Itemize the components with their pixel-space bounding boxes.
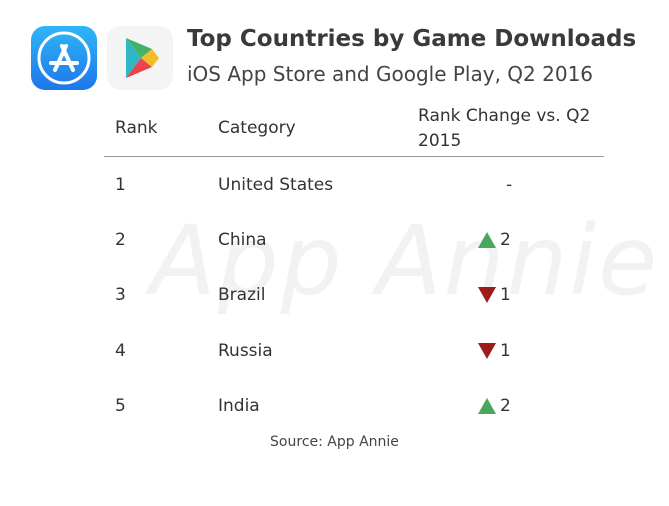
row-rank: 3: [115, 285, 126, 305]
app-store-icon: [31, 26, 97, 90]
column-header-category: Category: [218, 118, 296, 138]
row-rank: 4: [115, 341, 126, 361]
row-rank-change: -: [478, 174, 528, 196]
row-category: United States: [218, 175, 334, 195]
chart-subtitle: iOS App Store and Google Play, Q2 2016: [187, 62, 594, 86]
row-rank-change: 2: [478, 229, 528, 251]
chart-title: Top Countries by Game Downloads: [187, 26, 637, 52]
row-rank: 2: [115, 230, 126, 250]
no-change-dash: -: [506, 175, 513, 195]
row-rank-change: 1: [478, 284, 528, 306]
rank-change-value: 2: [500, 230, 511, 250]
source-note: Source: App Annie: [270, 434, 399, 450]
triangle-down-icon: [478, 287, 496, 303]
triangle-up-icon: [478, 398, 496, 414]
row-category: China: [218, 230, 267, 250]
triangle-up-icon: [478, 232, 496, 248]
row-rank-change: 1: [478, 340, 528, 362]
row-category: Russia: [218, 341, 273, 361]
row-rank: 5: [115, 396, 126, 416]
row-category: Brazil: [218, 285, 266, 305]
app-annie-watermark: App Annie: [150, 205, 660, 317]
google-play-icon: [107, 26, 173, 90]
row-rank-change: 2: [478, 395, 528, 417]
column-header-rank-change: Rank Change vs. Q2 2015: [418, 106, 591, 151]
rank-change-value: 2: [500, 396, 511, 416]
row-category: India: [218, 396, 260, 416]
column-header-rank: Rank: [115, 118, 158, 138]
rank-change-value: 1: [500, 285, 511, 305]
rank-change-value: 1: [500, 341, 511, 361]
row-rank: 1: [115, 175, 126, 195]
header-divider: [104, 156, 604, 157]
triangle-down-icon: [478, 343, 496, 359]
